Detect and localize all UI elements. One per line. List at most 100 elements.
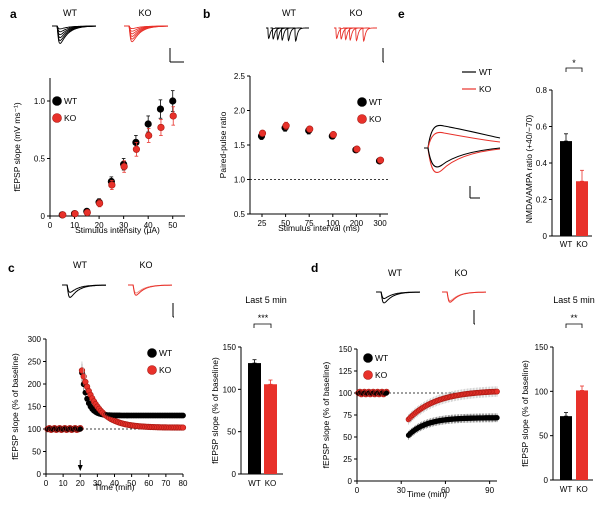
trace-legend-label: KO [479, 84, 492, 94]
x-tick-label: 20 [76, 479, 85, 488]
y-axis-label: fEPSP slope (mV ms⁻¹) [12, 102, 22, 192]
significance-bracket [565, 67, 583, 72]
nmda-trace-wt [424, 124, 501, 149]
nmda-trace-ko [424, 131, 501, 149]
y-tick-label: 50 [227, 428, 236, 437]
data-point-wt [169, 97, 177, 105]
y-tick-label: 0.4 [536, 159, 548, 168]
x-tick-label: WT [248, 479, 261, 488]
trace-label-wt: WT [73, 260, 87, 270]
x-tick-label: WT [560, 485, 573, 494]
legend-label: KO [159, 365, 172, 375]
example-trace-wt [62, 284, 107, 298]
x-tick-label: 60 [441, 486, 450, 495]
y-tick-label: 0 [37, 470, 42, 479]
trace-label-wt: WT [388, 268, 402, 278]
legend-marker-wt [147, 348, 157, 358]
y-tick-label: 100 [223, 385, 237, 394]
data-point-ko [306, 125, 314, 133]
y-tick-label: 0 [232, 470, 237, 479]
y-tick-label: 150 [339, 345, 353, 354]
example-trace-wt [52, 25, 96, 45]
example-trace-ko [353, 27, 370, 42]
ampa-trace-ko [424, 147, 501, 174]
example-trace-wt [62, 284, 106, 293]
significance-bracket [253, 323, 272, 328]
data-point-ko [376, 156, 385, 164]
x-tick-label: 70 [161, 479, 170, 488]
x-tick-label: WT [560, 240, 573, 249]
legend-label: KO [369, 114, 382, 124]
y-tick-label: 150 [223, 343, 237, 352]
legend-label: WT [159, 348, 172, 358]
y-tick-label: 0.2 [536, 196, 548, 205]
y-tick-label: 1.0 [234, 176, 246, 185]
y-tick-label: 0.6 [536, 123, 548, 132]
y-tick-label: 250 [28, 358, 42, 367]
data-point-ko [157, 123, 165, 132]
x-tick-label: 0 [44, 479, 49, 488]
trace-label-ko: KO [349, 8, 362, 18]
data-point-ko [120, 162, 128, 171]
trace-label-wt: WT [282, 8, 296, 18]
trace-label-wt: WT [63, 8, 77, 18]
example-trace-wt [376, 291, 420, 300]
x-tick-label: 10 [70, 221, 79, 230]
x-tick-label: 50 [168, 221, 177, 230]
x-tick-label: 90 [485, 486, 494, 495]
y-tick-label: 0.5 [234, 210, 246, 219]
bar-ko [576, 181, 588, 236]
data-point-ko [169, 112, 177, 120]
x-tick-label: 30 [397, 486, 406, 495]
bar-chart-title: Last 5 min [553, 295, 595, 305]
legend-marker-ko [52, 113, 62, 123]
data-point-ko [329, 131, 337, 139]
data-point-wt [383, 390, 390, 396]
legend-marker-ko [147, 365, 157, 375]
y-tick-label: 0 [544, 476, 549, 485]
tetanus-arrow-icon [77, 465, 83, 471]
y-tick-label: 0 [543, 232, 548, 241]
x-tick-label: 25 [258, 219, 267, 228]
x-tick-label: 50 [127, 479, 136, 488]
x-tick-label: 60 [144, 479, 153, 488]
y-tick-label: 50 [32, 448, 41, 457]
x-tick-label: 30 [119, 221, 128, 230]
y-axis-label: fEPSP slope (% of baseline) [10, 353, 20, 460]
panel-d: d WT KO 0 25 50 75 100 125 150 0 30 60 90 Time (min) fE… [311, 261, 500, 499]
bar-wt [248, 363, 261, 474]
data-point-ko [282, 122, 290, 130]
significance-marker: *** [258, 313, 269, 323]
y-tick-label: 100 [339, 389, 353, 398]
y-tick-label: 50 [539, 432, 548, 441]
legend-label: KO [375, 370, 388, 380]
trace-legend-label: WT [479, 67, 492, 77]
x-tick-label: 30 [93, 479, 102, 488]
example-trace-wt [376, 291, 420, 304]
trace-label-ko: KO [139, 260, 152, 270]
data-point-ko [83, 208, 91, 217]
data-point-ko [132, 145, 141, 153]
panel-label: e [398, 7, 405, 21]
significance-marker: * [572, 58, 576, 68]
legend-marker-ko [357, 114, 367, 124]
y-tick-label: 100 [28, 425, 42, 434]
ampa-trace-wt [424, 147, 501, 168]
example-trace-ko [442, 291, 486, 303]
data-point-wt [180, 412, 186, 419]
x-axis-label: Time (min) [94, 482, 134, 492]
y-tick-label: 1.5 [234, 141, 246, 150]
bar-ko [576, 390, 588, 480]
y-tick-label: 150 [28, 403, 42, 412]
example-trace-ko [361, 27, 377, 43]
y-tick-label: 1.0 [34, 97, 46, 106]
x-tick-label: 0 [355, 486, 360, 495]
x-tick-label: KO [576, 240, 588, 249]
legend-marker-wt [357, 97, 367, 107]
data-point-wt [144, 120, 152, 128]
y-tick-label: 100 [535, 387, 549, 396]
x-axis-label: Stimulus interval (ms) [278, 223, 360, 233]
x-tick-label: 300 [373, 219, 387, 228]
x-tick-label: 200 [350, 219, 364, 228]
